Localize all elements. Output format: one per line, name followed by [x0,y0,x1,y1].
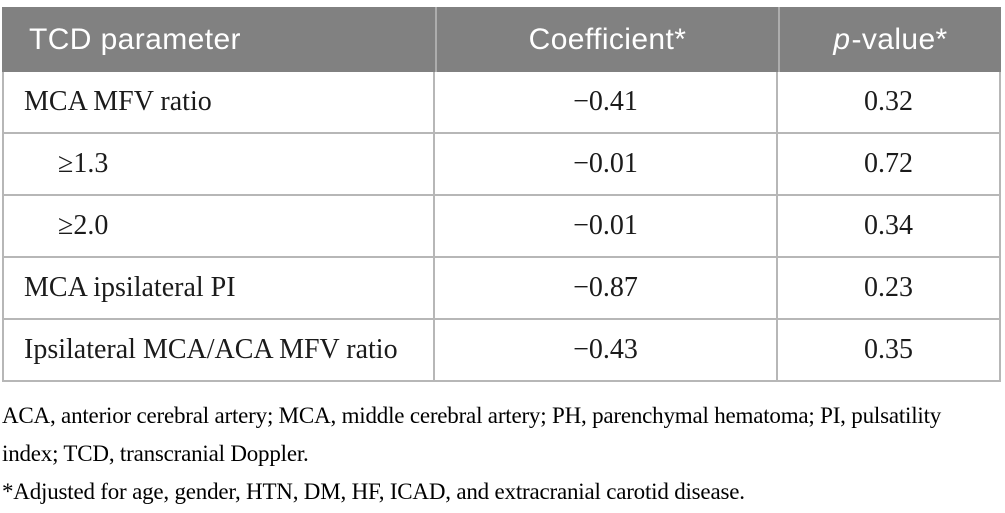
p-value-cell: 0.34 [778,196,1001,258]
p-value-cell: 0.35 [778,320,1001,382]
coefficient-cell: −0.01 [435,196,778,258]
p-value-cell: 0.32 [778,72,1001,134]
coefficient-cell: −0.43 [435,320,778,382]
header-p-value: p-value* [778,7,1001,72]
header-tcd-parameter: TCD parameter [2,7,435,72]
coefficient-cell: −0.41 [435,72,778,134]
p-value-cell: 0.23 [778,258,1001,320]
table-row: ≥1.3 −0.01 0.72 [2,134,1001,196]
table-row: MCA MFV ratio −0.41 0.32 [2,72,1001,134]
table-row: ≥2.0 −0.01 0.34 [2,196,1001,258]
header-coefficient: Coefficient* [435,7,778,72]
table-header-row: TCD parameter Coefficient* p-value* [2,7,1001,72]
p-value-rest: -value* [851,22,948,56]
row-label-cell: Ipsilateral MCA/ACA MFV ratio [2,320,435,382]
row-label-cell: ≥2.0 [2,196,435,258]
row-label-cell: MCA ipsilateral PI [2,258,435,320]
coefficient-cell: −0.01 [435,134,778,196]
p-value-italic-p: p [833,22,851,56]
row-label-cell: ≥1.3 [2,134,435,196]
footnote-adjustment: *Adjusted for age, gender, HTN, DM, HF, … [2,479,745,504]
footnote-abbreviations: ACA, anterior cerebral artery; MCA, midd… [2,403,942,466]
coefficient-cell: −0.87 [435,258,778,320]
table-row: MCA ipsilateral PI −0.87 0.23 [2,258,1001,320]
tcd-regression-table: TCD parameter Coefficient* p-value* MCA … [2,7,1001,382]
table-footnotes: ACA, anterior cerebral artery; MCA, midd… [2,397,1003,511]
p-value-cell: 0.72 [778,134,1001,196]
row-label-cell: MCA MFV ratio [2,72,435,134]
table-row: Ipsilateral MCA/ACA MFV ratio −0.43 0.35 [2,320,1001,382]
